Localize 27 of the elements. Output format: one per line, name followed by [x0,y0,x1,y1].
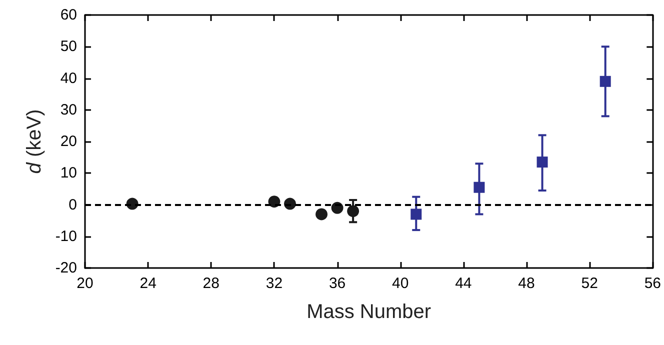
y-tick-label: 40 [60,70,77,87]
y-tick-label: 30 [60,101,77,118]
point [474,182,485,193]
point [536,156,548,168]
y-tick-label: 20 [60,133,77,150]
y-tick-label: -10 [55,228,77,245]
x-tick-label: 40 [392,275,409,292]
point [600,76,611,87]
point [347,205,360,218]
x-tick-label: 28 [202,275,220,292]
x-axis-title: Mass Number [306,301,432,323]
point [316,208,328,220]
x-tick-label: 48 [518,275,535,292]
x-tick-label: 36 [328,275,346,292]
y-tick-label: 0 [68,196,77,214]
y-axis-title: d (keV) [23,109,46,174]
x-tick-label: 24 [140,275,156,292]
y-tick-label: 50 [60,38,77,56]
y-tick-label: -20 [55,260,77,276]
point [410,208,422,220]
x-tick-label: 32 [266,275,283,292]
y-tick-label: 10 [60,164,77,182]
y-tick-label: 60 [60,6,77,24]
x-tick-label: 56 [644,275,661,292]
x-tick-label: 52 [581,275,598,292]
x-tick-label: 20 [76,275,94,292]
x-tick-label: 44 [455,275,472,292]
